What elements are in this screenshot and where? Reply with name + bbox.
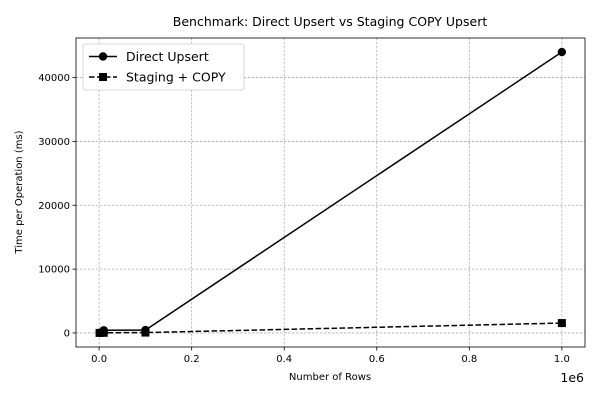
y-tick-label: 40000 (38, 73, 70, 84)
y-tick-label: 10000 (38, 265, 70, 276)
data-point (99, 328, 108, 337)
x-tick-label: 0.8 (461, 354, 477, 365)
legend-entry: Staging + COPY (89, 70, 226, 85)
legend-entry: Direct Upsert (89, 49, 209, 64)
series-staging-copy (95, 319, 566, 337)
x-tick-label: 0.6 (369, 354, 385, 365)
x-tick-label: 0.2 (184, 354, 200, 365)
y-tick-label: 20000 (38, 201, 70, 212)
legend: Direct Upsert Staging + COPY (82, 43, 245, 91)
legend-label: Direct Upsert (126, 49, 209, 64)
y-tick-label: 0 (64, 328, 70, 339)
data-point (141, 328, 150, 337)
series-lines (95, 47, 567, 337)
data-point (95, 328, 104, 337)
x-tick-label: 0.4 (276, 354, 292, 365)
x-axis-offset-label: 1e6 (560, 370, 584, 385)
legend-marker (99, 73, 107, 81)
data-point (557, 47, 567, 57)
legend-label: Staging + COPY (126, 70, 226, 85)
legend-box (82, 43, 245, 91)
y-tick-label: 30000 (38, 137, 70, 148)
x-axis-label: Number of Rows (289, 372, 371, 383)
plot-frame (75, 37, 586, 348)
legend-marker (98, 52, 108, 61)
y-axis-label: Time per Operation (ms) (14, 130, 25, 254)
data-point (557, 319, 566, 328)
axis-ticks: 0.0 0.2 0.4 0.6 0.8 1.0 0 10000 20000 30000 40000 (38, 73, 570, 365)
x-tick-label: 1.0 (554, 354, 570, 365)
x-tick-label: 0.0 (91, 354, 107, 365)
chart-title: Benchmark: Direct Upsert vs Staging COPY… (173, 14, 488, 29)
